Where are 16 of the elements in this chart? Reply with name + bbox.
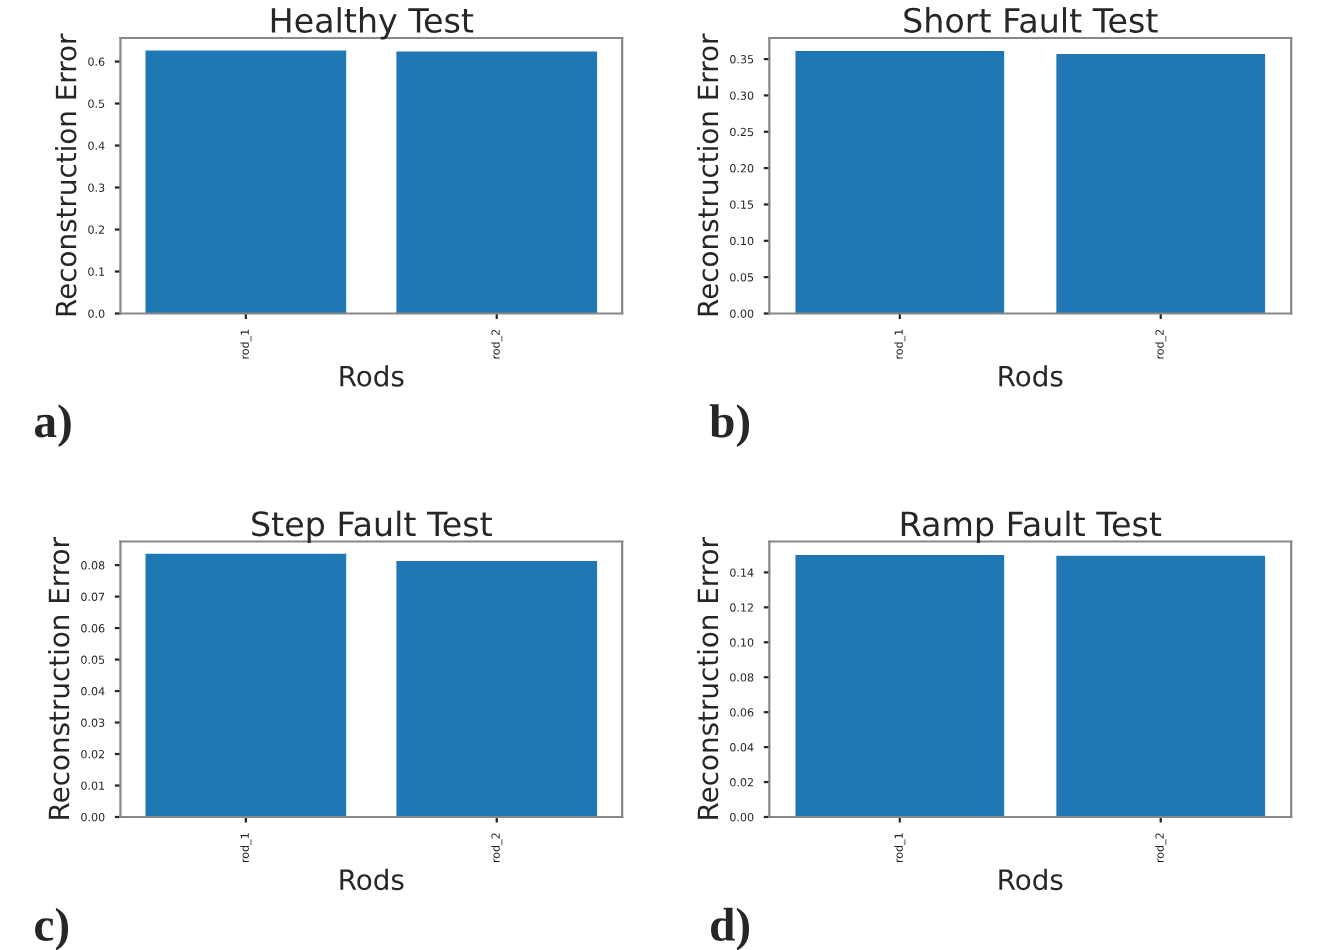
y-axis-title: Reconstruction Error: [696, 33, 719, 316]
y-axis-title: Reconstruction Error: [696, 537, 719, 819]
chart-title: Ramp Fault Test: [901, 510, 1162, 543]
y-axis-title: Reconstruction Error: [55, 33, 77, 316]
x-axis-title: Rods: [999, 365, 1063, 387]
text: c): [35, 907, 69, 950]
x-axis-title: Rods: [999, 868, 1063, 891]
chart-title: Step Fault Test: [252, 510, 492, 543]
x-axis-title: Rods: [340, 365, 404, 387]
y-axis-title: Reconstruction Error: [47, 537, 70, 819]
text: d): [711, 907, 750, 950]
chart-title: Short Fault Test: [904, 7, 1158, 33]
x-axis-title: Rods: [340, 868, 404, 891]
text: b): [709, 404, 750, 448]
chart-title: Healthy Test: [271, 7, 474, 40]
text: a): [34, 404, 71, 448]
